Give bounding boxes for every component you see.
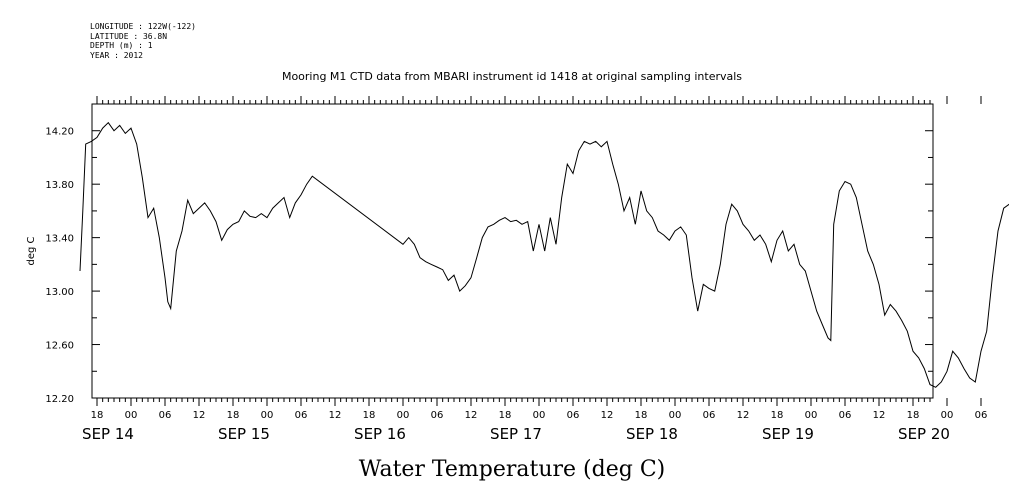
x-tick-label: 06 bbox=[567, 410, 580, 421]
y-tick-label: 12.20 bbox=[45, 394, 74, 405]
year-text: YEAR : 2012 bbox=[90, 50, 143, 60]
y-axis: 12.20 12.60 13.00 13.40 13.80 14.20 bbox=[45, 103, 933, 405]
x-tick-label: 06 bbox=[295, 410, 308, 421]
x-tick-label: 18 bbox=[499, 410, 512, 421]
x-day-label: SEP 16 bbox=[354, 425, 406, 443]
depth-text: DEPTH (m) : 1 bbox=[90, 41, 153, 50]
x-day-label: SEP 17 bbox=[490, 425, 542, 443]
x-tick-label: 00 bbox=[397, 410, 410, 421]
x-tick-label: 12 bbox=[465, 410, 478, 421]
temperature-series-line bbox=[79, 121, 1009, 388]
x-day-label: SEP 14 bbox=[82, 425, 134, 443]
metadata-block: LONGITUDE : 122W(-122) LATITUDE : 36.8N … bbox=[90, 22, 196, 60]
x-day-label: SEP 15 bbox=[218, 425, 270, 443]
y-axis-label: deg C bbox=[26, 236, 37, 265]
x-tick-label: 06 bbox=[975, 410, 988, 421]
x-tick-label: 00 bbox=[805, 410, 818, 421]
y-tick-label: 13.40 bbox=[45, 234, 74, 245]
x-tick-label: 00 bbox=[669, 410, 682, 421]
x-tick-label: 00 bbox=[125, 410, 138, 421]
x-tick-label: 12 bbox=[193, 410, 206, 421]
x-tick-label: 18 bbox=[363, 410, 376, 421]
x-day-label: SEP 19 bbox=[762, 425, 814, 443]
x-tick-label: 06 bbox=[703, 410, 716, 421]
x-tick-label: 18 bbox=[227, 410, 240, 421]
x-axis: 18 00 06 12 18 00 06 12 18 00 06 12 18 00 06 12 18 00 06 12… bbox=[82, 96, 1009, 443]
x-tick-label: 12 bbox=[737, 410, 750, 421]
x-tick-label: 00 bbox=[941, 410, 954, 421]
x-tick-label: 18 bbox=[91, 410, 104, 421]
longitude-text: LONGITUDE : 122W(-122) bbox=[90, 22, 196, 31]
x-day-label: SEP 18 bbox=[626, 425, 678, 443]
chart-title: Mooring M1 CTD data from MBARI instrumen… bbox=[282, 70, 742, 83]
x-tick-label: 12 bbox=[873, 410, 886, 421]
x-tick-label: 06 bbox=[839, 410, 852, 421]
x-tick-label: 00 bbox=[261, 410, 274, 421]
x-tick-label: 18 bbox=[907, 410, 920, 421]
x-tick-label: 18 bbox=[771, 410, 784, 421]
series-layer bbox=[79, 121, 1009, 388]
y-tick-label: 14.20 bbox=[45, 127, 74, 138]
x-tick-label: 12 bbox=[329, 410, 342, 421]
plot-frame bbox=[91, 103, 934, 399]
x-day-label: SEP 20 bbox=[898, 425, 950, 443]
y-tick-label: 12.60 bbox=[45, 341, 74, 352]
x-tick-label: 18 bbox=[635, 410, 648, 421]
x-tick-label: 12 bbox=[601, 410, 614, 421]
x-tick-label: 06 bbox=[431, 410, 444, 421]
x-tick-label: 00 bbox=[533, 410, 546, 421]
x-axis-label: Water Temperature (deg C) bbox=[359, 457, 666, 482]
plot-border bbox=[91, 103, 934, 399]
x-tick-label: 06 bbox=[159, 410, 172, 421]
y-tick-label: 13.80 bbox=[45, 180, 74, 191]
latitude-text: LATITUDE : 36.8N bbox=[90, 31, 168, 41]
y-tick-label: 13.00 bbox=[45, 287, 74, 298]
